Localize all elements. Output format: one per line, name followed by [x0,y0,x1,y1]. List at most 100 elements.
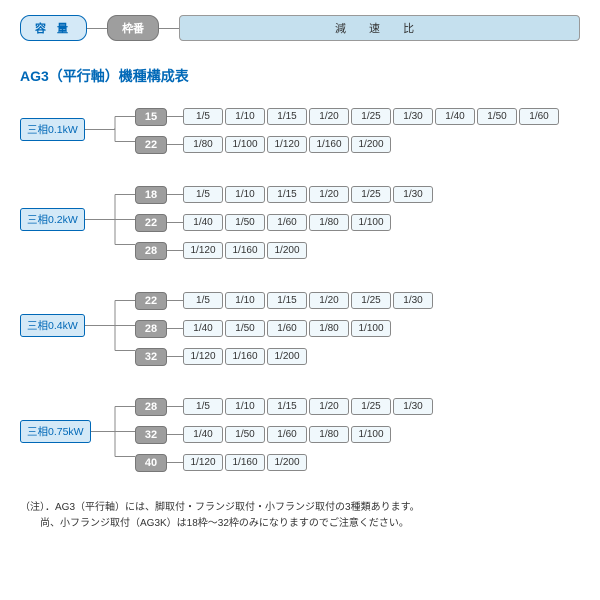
ratio-box: 1/120 [267,136,307,153]
ratio-box: 1/15 [267,292,307,309]
capacity-group: 三相0.75kW281/51/101/151/201/251/30321/401… [20,394,580,478]
ratio-box: 1/50 [477,108,517,125]
ratio-box: 1/5 [183,292,223,309]
ratio-box: 1/50 [225,426,265,443]
bracket [115,394,135,469]
ratio-box: 1/40 [183,426,223,443]
connector-line [167,434,183,435]
ratio-legend: 減 速 比 [179,15,580,41]
frame-row: 221/401/501/601/801/100 [135,210,580,235]
ratio-box: 1/100 [351,214,391,231]
legend-header: 容 量 枠番 減 速 比 [20,15,580,41]
ratio-box: 1/10 [225,186,265,203]
frame-number-box: 22 [135,292,167,310]
capacity-group: 三相0.1kW 15 1/51/101/151/201/251/301/401/50… [20,104,580,160]
frame-number-box: 28 [135,242,167,260]
ratio-list: 1/401/501/601/801/100 [183,214,391,231]
connector-line [85,129,115,130]
frame-number-box: 32 [135,426,167,444]
frame-number-box: 40 [135,454,167,472]
frame-row: 321/401/501/601/801/100 [135,422,580,447]
ratio-box: 1/20 [309,186,349,203]
connector-line [85,325,115,326]
ratio-box: 1/5 [183,398,223,415]
ratio-box: 1/10 [225,398,265,415]
ratio-box: 1/15 [267,108,307,125]
frame-row: 401/1201/1601/200 [135,450,580,475]
ratio-box: 1/20 [309,108,349,125]
ratio-box: 1/40 [183,320,223,337]
ratio-box: 1/20 [309,292,349,309]
bracket [115,182,135,257]
frame-row: 18 1/51/101/151/201/251/30 [135,182,580,207]
connector-line [167,300,183,301]
ratio-box: 1/25 [351,186,391,203]
connector-line [85,219,115,220]
ratio-list: 1/801/1001/1201/1601/200 [183,136,391,153]
capacity-box: 三相0.4kW [20,314,85,337]
frame-number-box: 28 [135,320,167,338]
ratio-box: 1/30 [393,398,433,415]
ratio-box: 1/80 [309,320,349,337]
capacity-group: 三相0.2kW181/51/101/151/201/251/30221/401/… [20,182,580,266]
footnotes: （注）．AG3（平行軸）には、脚取付・フランジ取付・小フランジ取付の3種類ありま… [20,500,580,532]
frame-legend: 枠番 [107,15,159,41]
model-composition-table: 三相0.1kW151/51/101/151/201/251/301/401/50… [20,104,580,478]
ratio-box: 1/100 [351,426,391,443]
ratio-box: 1/25 [351,108,391,125]
bracket [115,104,135,154]
capacity-legend: 容 量 [20,15,87,41]
connector-line [87,28,107,29]
connector-line [167,406,183,407]
footnote-line: （注）．AG3（平行軸）には、脚取付・フランジ取付・小フランジ取付の3種類ありま… [20,500,580,516]
ratio-box: 1/60 [267,320,307,337]
ratio-list: 1/51/101/151/201/251/301/401/501/60 [183,108,559,125]
frame-number-box: 32 [135,348,167,366]
section-title: AG3（平行軸）機種構成表 [20,66,580,86]
bracket [115,288,135,363]
connector-line [167,194,183,195]
connector-line [167,356,183,357]
capacity-box: 三相0.1kW [20,118,85,141]
ratio-list: 1/1201/1601/200 [183,348,307,365]
frame-number-box: 18 [135,186,167,204]
ratio-box: 1/25 [351,398,391,415]
ratio-box: 1/200 [267,348,307,365]
ratio-box: 1/30 [393,108,433,125]
frame-row: 28 1/401/501/601/801/100 [135,316,580,341]
ratio-box: 1/40 [183,214,223,231]
ratio-box: 1/160 [225,454,265,471]
ratio-box: 1/200 [267,454,307,471]
ratio-list: 1/51/101/151/201/251/30 [183,186,433,203]
ratio-box: 1/100 [225,136,265,153]
ratio-box: 1/50 [225,214,265,231]
frame-number-box: 28 [135,398,167,416]
ratio-box: 1/160 [225,242,265,259]
frame-number-box: 15 [135,108,167,126]
ratio-box: 1/80 [309,426,349,443]
ratio-box: 1/120 [183,348,223,365]
ratio-box: 1/15 [267,186,307,203]
ratio-box: 1/30 [393,186,433,203]
ratio-box: 1/30 [393,292,433,309]
ratio-box: 1/60 [267,214,307,231]
frame-number-box: 22 [135,136,167,154]
frame-row: 15 1/51/101/151/201/251/301/401/501/60 [135,104,580,129]
ratio-box: 1/5 [183,108,223,125]
connector-line [167,250,183,251]
ratio-box: 1/200 [267,242,307,259]
ratio-list: 1/401/501/601/801/100 [183,320,391,337]
ratio-box: 1/50 [225,320,265,337]
ratio-box: 1/160 [309,136,349,153]
ratio-list: 1/51/101/151/201/251/30 [183,398,433,415]
connector-line [167,462,183,463]
frame-row: 281/1201/1601/200 [135,238,580,263]
connector-line [167,222,183,223]
ratio-box: 1/80 [183,136,223,153]
connector-line [91,431,115,432]
ratio-box: 1/60 [519,108,559,125]
ratio-box: 1/5 [183,186,223,203]
ratio-box: 1/100 [351,320,391,337]
capacity-group: 三相0.4kW221/51/101/151/201/251/30281/401/… [20,288,580,372]
ratio-box: 1/200 [351,136,391,153]
